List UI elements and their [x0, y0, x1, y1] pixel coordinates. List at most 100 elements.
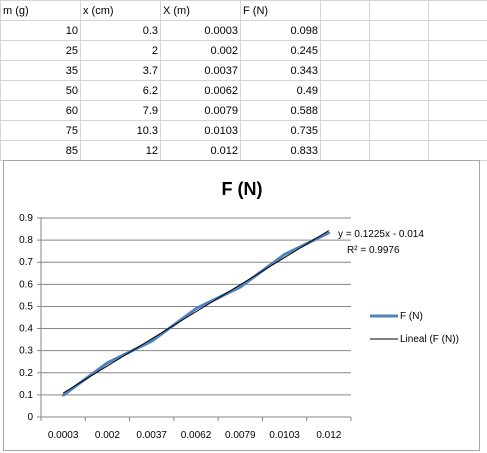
- data-cell[interactable]: 10.3: [80, 120, 161, 141]
- empty-cell[interactable]: [369, 120, 429, 141]
- empty-cell[interactable]: [428, 40, 487, 61]
- empty-cell[interactable]: [428, 80, 487, 101]
- data-point[interactable]: [194, 307, 198, 310]
- table-row: 75 10.3 0.0103 0.735: [0, 120, 487, 141]
- legend-label-trendline: Lineal (F (N)): [400, 334, 459, 345]
- data-cell[interactable]: 85: [0, 140, 81, 161]
- data-cell[interactable]: 6.2: [80, 80, 161, 101]
- data-cell[interactable]: 0.588: [240, 100, 321, 121]
- data-cell[interactable]: 60: [0, 100, 81, 121]
- data-cell[interactable]: 75: [0, 120, 81, 141]
- y-tick-label: 0.9: [19, 213, 33, 224]
- data-cell[interactable]: 0.0003: [160, 20, 241, 41]
- data-cell[interactable]: 50: [0, 80, 81, 101]
- x-tick-label: 0.0003: [48, 430, 79, 441]
- y-tick-label: 0.8: [19, 235, 33, 246]
- data-cell[interactable]: 0.833: [240, 140, 321, 161]
- line-chart: F (N) 0 0.1 0.2 0.3 0.4 0.5 0.6 0.7 0.8 0.9 0.000…: [19, 179, 459, 441]
- empty-cell[interactable]: [428, 100, 487, 121]
- data-cell[interactable]: 0.735: [240, 120, 321, 141]
- data-cell[interactable]: 0.098: [240, 20, 321, 41]
- empty-cell[interactable]: [369, 40, 429, 61]
- y-tick-label: 0.2: [19, 368, 33, 379]
- chart-area[interactable]: F (N) 0 0.1 0.2 0.3 0.4 0.5 0.6 0.7 0.8 0.9 0.000…: [3, 160, 480, 451]
- spreadsheet-grid: m (g) x (cm) X (m) F (N) 10 0.3 0.0003 0.098 25 2…: [0, 0, 487, 161]
- legend[interactable]: F (N) Lineal (F (N)): [370, 311, 459, 345]
- y-tick-label: 0.3: [19, 346, 33, 357]
- data-cell[interactable]: 0.245: [240, 40, 321, 61]
- data-cell[interactable]: 7.9: [80, 100, 161, 121]
- gridlines: [40, 217, 351, 418]
- data-cell[interactable]: 0.0079: [160, 100, 241, 121]
- empty-cell[interactable]: [320, 80, 370, 101]
- data-cell[interactable]: 0.3: [80, 20, 161, 41]
- data-cell[interactable]: 0.0037: [160, 60, 241, 81]
- data-point[interactable]: [61, 394, 65, 397]
- y-axis-ticks: 0 0.1 0.2 0.3 0.4 0.5 0.6 0.7 0.8 0.9: [19, 213, 41, 423]
- y-tick-label: 0.7: [19, 257, 33, 268]
- trendline-equation: y = 0.1225x - 0.014: [338, 229, 424, 240]
- trendline-r-squared: R² = 0.9976: [347, 245, 400, 256]
- empty-cell[interactable]: [428, 0, 487, 21]
- empty-cell[interactable]: [320, 40, 370, 61]
- data-point[interactable]: [106, 361, 109, 365]
- x-tick-label: 0.0103: [269, 430, 300, 441]
- empty-cell[interactable]: [320, 60, 370, 81]
- series-line[interactable]: [62, 231, 330, 397]
- header-cell[interactable]: X (m): [160, 0, 241, 21]
- table-row: 35 3.7 0.0037 0.343: [0, 60, 487, 81]
- table-row: 10 0.3 0.0003 0.098: [0, 20, 487, 41]
- empty-cell[interactable]: [369, 100, 429, 121]
- y-tick-label: 0.5: [19, 301, 33, 312]
- data-cell[interactable]: 35: [0, 60, 81, 81]
- data-cell[interactable]: 0.343: [240, 60, 321, 81]
- y-tick-label: 0.4: [19, 324, 33, 335]
- data-cell[interactable]: 12: [80, 140, 161, 161]
- empty-cell[interactable]: [369, 20, 429, 41]
- table-row: 25 2 0.002 0.245: [0, 40, 487, 61]
- legend-label-series: F (N): [400, 311, 423, 322]
- empty-cell[interactable]: [369, 60, 429, 81]
- empty-cell[interactable]: [320, 120, 370, 141]
- trendline-layer: [62, 230, 330, 394]
- empty-cell[interactable]: [428, 20, 487, 41]
- chart-title: F (N): [222, 179, 263, 199]
- data-cell[interactable]: 10: [0, 20, 81, 41]
- data-point[interactable]: [327, 231, 331, 235]
- data-cell[interactable]: 2: [80, 40, 161, 61]
- data-point[interactable]: [283, 253, 286, 256]
- empty-cell[interactable]: [320, 20, 370, 41]
- data-cell[interactable]: 25: [0, 40, 81, 61]
- data-cell[interactable]: 3.7: [80, 60, 161, 81]
- data-cell[interactable]: 0.0062: [160, 80, 241, 101]
- table-row: 85 12 0.012 0.833: [0, 140, 487, 161]
- empty-cell[interactable]: [369, 0, 429, 21]
- y-tick-label: 0.1: [19, 390, 33, 401]
- x-tick-label: 0.002: [95, 430, 120, 441]
- data-cell[interactable]: 0.0103: [160, 120, 241, 141]
- empty-cell[interactable]: [320, 140, 370, 161]
- header-row: m (g) x (cm) X (m) F (N): [0, 0, 487, 21]
- data-cell[interactable]: 0.012: [160, 140, 241, 161]
- x-tick-label: 0.012: [316, 430, 341, 441]
- x-tick-label: 0.0037: [136, 430, 167, 441]
- header-cell[interactable]: m (g): [0, 0, 81, 21]
- empty-cell[interactable]: [320, 100, 370, 121]
- empty-cell[interactable]: [369, 80, 429, 101]
- x-tick-label: 0.0062: [181, 430, 212, 441]
- header-cell[interactable]: F (N): [240, 0, 321, 21]
- empty-cell[interactable]: [428, 120, 487, 141]
- table-row: 50 6.2 0.0062 0.49: [0, 80, 487, 101]
- empty-cell[interactable]: [369, 140, 429, 161]
- header-cell[interactable]: x (cm): [80, 0, 161, 21]
- empty-cell[interactable]: [320, 0, 370, 21]
- data-point[interactable]: [150, 339, 153, 343]
- empty-cell[interactable]: [428, 60, 487, 81]
- data-point[interactable]: [239, 285, 242, 289]
- empty-cell[interactable]: [428, 140, 487, 161]
- series-layer: [61, 231, 331, 397]
- trendline[interactable]: [62, 230, 330, 394]
- y-tick-label: 0: [27, 412, 33, 423]
- data-cell[interactable]: 0.002: [160, 40, 241, 61]
- data-cell[interactable]: 0.49: [240, 80, 321, 101]
